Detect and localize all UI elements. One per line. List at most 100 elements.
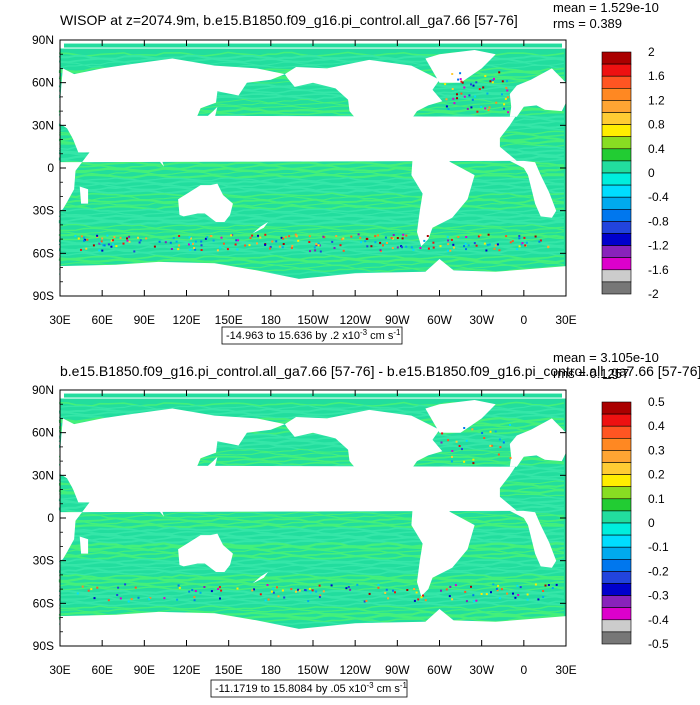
speckle-cell	[380, 249, 382, 251]
colorbar-box	[602, 52, 631, 64]
colorbar-label: -0.4	[648, 613, 669, 627]
panel-1-title: WISOP at z=2074.9m, b.e15.B1850.f09_g16.…	[60, 12, 518, 28]
colorbar-box	[602, 270, 631, 282]
speckle-cell	[268, 599, 270, 601]
speckle-cell	[465, 248, 467, 250]
speckle-cell	[516, 248, 518, 250]
speckle-cell	[485, 250, 487, 252]
colorbar-box	[602, 559, 631, 571]
colorbar-label: -0.8	[648, 214, 669, 228]
speckle-cell	[309, 588, 311, 590]
panel-2-rms: rms = 0.1257	[553, 366, 629, 381]
speckle-cell	[499, 446, 501, 448]
speckle-cell	[74, 235, 76, 237]
speckle-cell	[108, 599, 110, 601]
colorbar-box	[602, 258, 631, 270]
speckle-cell	[440, 245, 442, 247]
speckle-cell	[90, 588, 92, 590]
speckle-cell	[482, 86, 484, 88]
speckle-cell	[464, 96, 466, 98]
speckle-cell	[201, 249, 203, 251]
speckle-cell	[473, 85, 475, 87]
speckle-cell	[112, 239, 114, 241]
speckle-cell	[455, 584, 457, 586]
speckle-cell	[113, 236, 115, 238]
speckle-cell	[219, 586, 221, 588]
speckle-cell	[387, 597, 389, 599]
speckle-cell	[190, 242, 192, 244]
speckle-cell	[96, 587, 98, 589]
speckle-cell	[446, 98, 448, 100]
speckle-cell	[200, 592, 202, 594]
speckle-cell	[467, 108, 469, 110]
panel-1-map	[31, 40, 567, 296]
colorbar-box	[602, 88, 631, 100]
y-tick-label: 30S	[33, 554, 54, 568]
speckle-cell	[518, 237, 520, 239]
speckle-cell	[135, 587, 137, 589]
speckle-cell	[382, 244, 384, 246]
colorbar-box	[602, 173, 631, 185]
speckle-cell	[251, 589, 253, 591]
speckle-cell	[464, 591, 466, 593]
speckle-cell	[397, 246, 399, 248]
speckle-cell	[451, 73, 453, 75]
speckle-cell	[503, 103, 505, 105]
speckle-cell	[370, 245, 372, 247]
colorbar-label: 0.5	[648, 395, 665, 409]
speckle-cell	[189, 236, 191, 238]
speckle-cell	[264, 234, 266, 236]
panel-2-range-prefix: -11.1719 to 15.8084 by .05 x10	[215, 683, 366, 695]
speckle-cell	[314, 249, 316, 251]
speckle-cell	[523, 237, 525, 239]
speckle-cell	[265, 599, 267, 601]
speckle-cell	[88, 590, 90, 592]
speckle-cell	[512, 240, 514, 242]
speckle-cell	[535, 236, 537, 238]
speckle-cell	[447, 243, 449, 245]
colorbar-label: -0.4	[648, 190, 669, 204]
speckle-cell	[537, 598, 539, 600]
speckle-cell	[452, 244, 454, 246]
speckle-cell	[456, 93, 458, 95]
speckle-cell	[230, 234, 232, 236]
speckle-cell	[392, 247, 394, 249]
panel-2-range-suffix: cm s	[374, 683, 401, 695]
speckle-cell	[441, 442, 443, 444]
speckle-cell	[498, 454, 500, 456]
colorbar-label: -0.1	[648, 540, 669, 554]
speckle-cell	[552, 587, 554, 589]
speckle-cell	[463, 461, 465, 463]
speckle-cell	[520, 586, 522, 588]
speckle-cell	[272, 588, 274, 590]
speckle-cell	[456, 97, 458, 99]
speckle-cell	[503, 442, 505, 444]
x-tick-label: 60E	[92, 313, 113, 327]
speckle-cell	[488, 109, 490, 111]
speckle-cell	[110, 246, 112, 248]
speckle-cell	[154, 246, 156, 248]
speckle-cell	[283, 243, 285, 245]
speckle-cell	[220, 590, 222, 592]
speckle-cell	[93, 244, 95, 246]
speckle-cell	[179, 587, 181, 589]
speckle-cell	[497, 243, 499, 245]
panel-2-colorbar: 0.50.40.30.20.10-0.1-0.2-0.3-0.4-0.5	[602, 395, 669, 651]
colorbar-box	[602, 584, 631, 596]
speckle-cell	[507, 111, 509, 113]
speckle-cell	[342, 238, 344, 240]
speckle-cell	[171, 248, 173, 250]
speckle-cell	[291, 247, 293, 249]
panel-1: WISOP at z=2074.9m, b.e15.B1850.f09_g16.…	[31, 0, 670, 344]
speckle-cell	[223, 243, 225, 245]
x-tick-label: 30E	[555, 313, 576, 327]
speckle-cell	[195, 590, 197, 592]
speckle-cell	[219, 247, 221, 249]
speckle-cell	[470, 586, 472, 588]
speckle-cell	[173, 237, 175, 239]
speckle-cell	[492, 583, 494, 585]
colorbar-box	[602, 100, 631, 112]
speckle-cell	[425, 599, 427, 601]
speckle-cell	[475, 600, 477, 602]
speckle-cell	[447, 439, 449, 441]
